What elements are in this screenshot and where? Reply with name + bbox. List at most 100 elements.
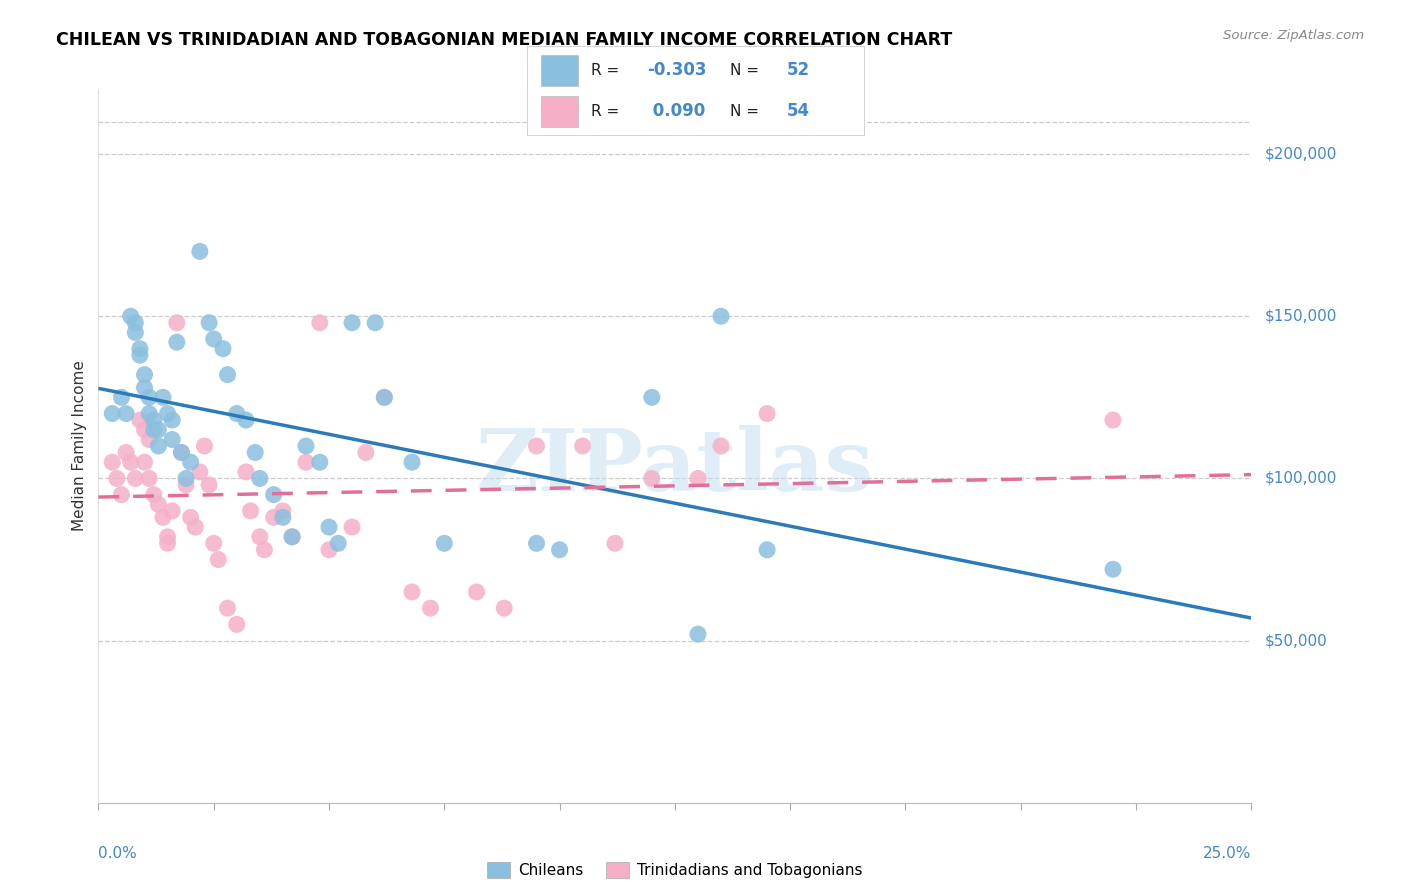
Point — [465, 585, 488, 599]
Point — [253, 542, 276, 557]
Point — [142, 423, 165, 437]
Point — [152, 510, 174, 524]
Point — [340, 520, 363, 534]
Text: R =: R = — [592, 104, 624, 119]
Text: ZIPatlas: ZIPatlas — [475, 425, 875, 509]
Point — [249, 530, 271, 544]
Point — [166, 316, 188, 330]
Point — [271, 504, 294, 518]
Point — [138, 433, 160, 447]
Point — [160, 504, 183, 518]
Text: -0.303: -0.303 — [647, 62, 707, 79]
Point — [124, 316, 146, 330]
Point — [156, 536, 179, 550]
Point — [160, 413, 183, 427]
Point — [235, 413, 257, 427]
Point — [308, 455, 330, 469]
Point — [152, 390, 174, 404]
Point — [202, 332, 225, 346]
Point — [180, 510, 202, 524]
Point — [134, 455, 156, 469]
Text: 0.0%: 0.0% — [98, 846, 138, 861]
Point — [603, 536, 626, 550]
Point — [120, 310, 142, 324]
Point — [110, 390, 132, 404]
Point — [138, 407, 160, 421]
Point — [188, 465, 211, 479]
Point — [263, 488, 285, 502]
Point — [148, 423, 170, 437]
Text: 54: 54 — [787, 103, 810, 120]
Text: $50,000: $50,000 — [1265, 633, 1329, 648]
Point — [120, 455, 142, 469]
Point — [129, 342, 152, 356]
FancyBboxPatch shape — [527, 46, 865, 136]
Point — [281, 530, 304, 544]
Point — [207, 552, 229, 566]
Point — [129, 348, 152, 362]
Bar — [541, 55, 578, 86]
Point — [225, 407, 247, 421]
Point — [142, 488, 165, 502]
Point — [328, 536, 350, 550]
Point — [756, 542, 779, 557]
Point — [281, 530, 304, 544]
Point — [134, 381, 156, 395]
Point — [245, 445, 267, 459]
Point — [571, 439, 593, 453]
Point — [526, 536, 548, 550]
Point — [239, 504, 262, 518]
Point — [174, 478, 197, 492]
Point — [263, 510, 285, 524]
Point — [101, 455, 124, 469]
Point — [710, 439, 733, 453]
Point — [710, 310, 733, 324]
Point — [115, 445, 138, 459]
Text: 25.0%: 25.0% — [1204, 846, 1251, 861]
Point — [354, 445, 377, 459]
Point — [202, 536, 225, 550]
Point — [180, 455, 202, 469]
Text: $100,000: $100,000 — [1265, 471, 1337, 486]
Bar — [541, 96, 578, 127]
Point — [188, 244, 211, 259]
Point — [198, 478, 221, 492]
Point — [101, 407, 124, 421]
Text: N =: N = — [730, 104, 763, 119]
Text: 0.090: 0.090 — [647, 103, 706, 120]
Point — [641, 471, 664, 485]
Point — [373, 390, 395, 404]
Point — [174, 471, 197, 485]
Point — [433, 536, 456, 550]
Point — [494, 601, 516, 615]
Point — [217, 368, 239, 382]
Point — [295, 439, 318, 453]
Point — [217, 601, 239, 615]
Point — [686, 627, 709, 641]
Point — [134, 423, 156, 437]
Text: 52: 52 — [787, 62, 810, 79]
Point — [419, 601, 441, 615]
Point — [1102, 413, 1125, 427]
Text: N =: N = — [730, 63, 763, 78]
Point — [1102, 562, 1125, 576]
Point — [193, 439, 215, 453]
Point — [364, 316, 387, 330]
Legend: Chileans, Trinidadians and Tobagonians: Chileans, Trinidadians and Tobagonians — [481, 856, 869, 884]
Point — [138, 390, 160, 404]
Point — [170, 445, 193, 459]
Point — [198, 316, 221, 330]
Text: R =: R = — [592, 63, 624, 78]
Point — [148, 439, 170, 453]
Point — [401, 585, 423, 599]
Y-axis label: Median Family Income: Median Family Income — [72, 360, 87, 532]
Point — [308, 316, 330, 330]
Point — [548, 542, 571, 557]
Point — [235, 465, 257, 479]
Point — [156, 407, 179, 421]
Point — [373, 390, 395, 404]
Point — [142, 413, 165, 427]
Text: $200,000: $200,000 — [1265, 146, 1337, 161]
Point — [105, 471, 128, 485]
Point — [138, 471, 160, 485]
